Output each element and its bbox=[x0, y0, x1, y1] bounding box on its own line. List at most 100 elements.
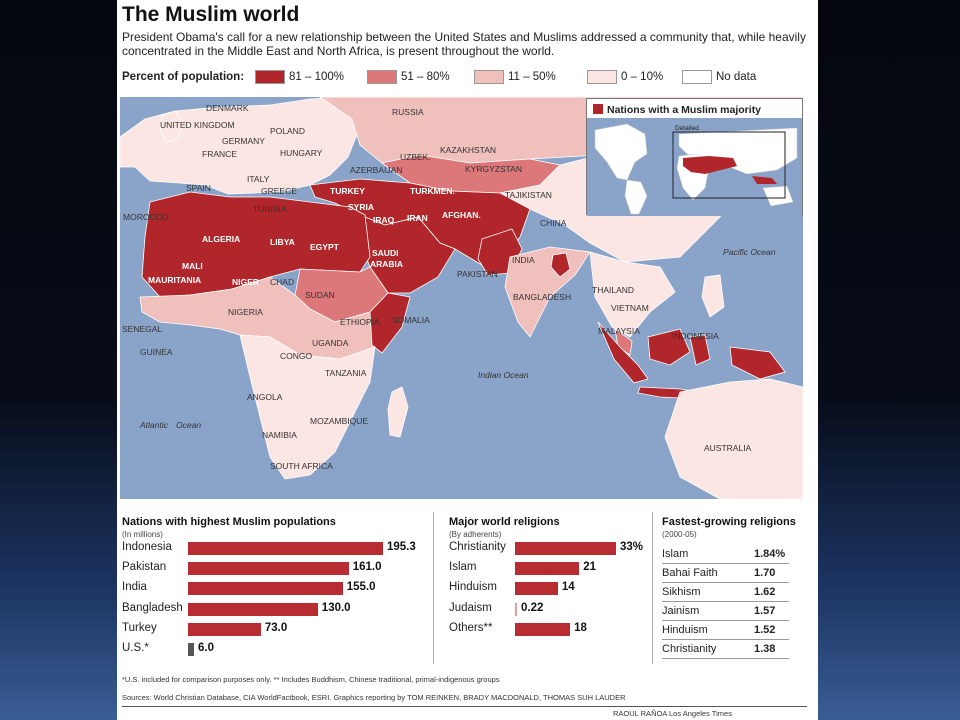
growth-religion: Sikhism bbox=[662, 586, 701, 598]
population-bar bbox=[188, 562, 349, 576]
label-libya: LIBYA bbox=[270, 237, 295, 247]
population-value: 6.0 bbox=[197, 642, 214, 654]
label-pacific-ocean: Pacific Ocean bbox=[723, 247, 776, 257]
label-afghan: AFGHAN. bbox=[442, 210, 481, 220]
population-row-label: Indonesia bbox=[122, 541, 172, 553]
legend-swatch-81-100 bbox=[255, 70, 285, 84]
religion-value: 18 bbox=[574, 621, 587, 634]
population-value: 161.0 bbox=[352, 561, 382, 574]
inset-key-swatch bbox=[593, 104, 603, 114]
label-indonesia: INDONESIA bbox=[672, 331, 719, 341]
growth-rate: 1.70 bbox=[754, 567, 776, 579]
population-bar bbox=[188, 643, 194, 656]
label-vietnam: VIETNAM bbox=[611, 303, 649, 313]
philippines-region bbox=[701, 274, 725, 318]
label-arabia: ARABIA bbox=[370, 259, 403, 269]
growth-rate: 1.38 bbox=[754, 643, 776, 655]
religion-bar bbox=[515, 542, 616, 555]
population-row-label: India bbox=[122, 581, 147, 594]
growth-row: Bahai Faith 1.70 bbox=[662, 565, 789, 583]
label-atlantic-2: Ocean bbox=[176, 420, 201, 430]
growth-row: Islam 1.84% bbox=[662, 546, 789, 564]
population-value: 130.0 bbox=[321, 601, 351, 614]
credit: RAOUL RAÑOA Los Angeles Times bbox=[613, 709, 732, 718]
inset-title: Nations with a Muslim majority bbox=[593, 104, 761, 116]
label-germany: GERMANY bbox=[222, 136, 265, 146]
inset-map: Nations with a Muslim majority Detailed bbox=[586, 98, 803, 216]
growth-religion: Islam bbox=[662, 548, 689, 560]
growth-rate: 1.57 bbox=[754, 605, 776, 617]
label-uzbek: UZBEK. bbox=[400, 152, 431, 162]
growth-rate: 1.52 bbox=[754, 624, 776, 636]
legend-title: Percent of population: bbox=[122, 71, 245, 83]
page-title: The Muslim world bbox=[122, 3, 300, 26]
religion-row-label: Others** bbox=[449, 621, 493, 634]
label-mali: MALI bbox=[182, 261, 203, 271]
label-indian-ocean: Indian Ocean bbox=[478, 370, 529, 380]
label-sudan: SUDAN bbox=[305, 290, 335, 300]
infographic-panel: The Muslim world President Obama's call … bbox=[117, 0, 818, 720]
growth-religion: Hinduism bbox=[662, 624, 708, 636]
growth-title: Fastest-growing religions bbox=[662, 516, 796, 528]
growth-religion: Jainism bbox=[662, 605, 700, 617]
label-greece: GREECE bbox=[261, 186, 297, 196]
religion-row-label: Christianity bbox=[449, 541, 506, 553]
indonesia-sumatra bbox=[597, 321, 649, 384]
label-hungary: HUNGARY bbox=[280, 148, 323, 158]
malaysia-region bbox=[614, 328, 633, 356]
label-turkey: TURKEY bbox=[330, 186, 365, 196]
inset-eurasia bbox=[678, 127, 798, 175]
legend-label-11-50: 11 – 50% bbox=[508, 71, 556, 83]
label-nigeria: NIGERIA bbox=[228, 307, 263, 317]
southeast-asia-region bbox=[589, 251, 676, 338]
label-mauritania: MAURITANIA bbox=[148, 275, 201, 285]
religion-value: 14 bbox=[561, 581, 575, 594]
religion-bar bbox=[515, 622, 571, 636]
growth-row: Jainism 1.57 bbox=[662, 603, 789, 621]
populations-subtitle: (In millions) bbox=[122, 530, 163, 539]
label-spain: SPAIN bbox=[186, 183, 211, 193]
population-bar bbox=[188, 622, 261, 636]
label-denmark: DENMARK bbox=[206, 103, 249, 113]
label-bangladesh: BANGLADESH bbox=[513, 292, 571, 302]
label-russia: RUSSIA bbox=[392, 107, 424, 117]
label-namibia: NAMIBIA bbox=[262, 430, 297, 440]
legend-label-81-100: 81 – 100% bbox=[289, 71, 344, 83]
divider bbox=[652, 512, 653, 664]
label-angola: ANGOLA bbox=[247, 392, 283, 402]
label-chad: CHAD bbox=[270, 277, 294, 287]
label-australia: AUSTRALIA bbox=[704, 443, 752, 453]
label-south-africa: SOUTH AFRICA bbox=[270, 461, 333, 471]
sources: Sources: World Christian Database, CIA W… bbox=[122, 693, 626, 702]
footnote: *U.S. included for comparison purposes o… bbox=[122, 675, 500, 684]
uk-region bbox=[159, 110, 183, 143]
inset-north-america bbox=[594, 123, 648, 181]
religion-row-label: Hinduism bbox=[449, 581, 497, 594]
growth-row: Hinduism 1.52 bbox=[662, 622, 789, 640]
label-tajikistan: TAJIKISTAN bbox=[505, 190, 552, 200]
population-row-label: Bangladesh bbox=[122, 601, 183, 614]
growth-religion: Christianity bbox=[662, 643, 717, 655]
label-morocco: MOROCCO bbox=[123, 212, 169, 222]
label-kyrgyzstan: KYRGYZSTAN bbox=[465, 164, 522, 174]
population-value: 155.0 bbox=[346, 581, 376, 594]
legend-swatch-0-10 bbox=[587, 70, 617, 84]
population-row-label: U.S.* bbox=[122, 642, 149, 654]
growth-religion: Bahai Faith bbox=[662, 567, 718, 579]
label-uk: UNITED KINGDOM bbox=[160, 120, 235, 130]
label-congo: CONGO bbox=[280, 351, 313, 361]
legend-label-51-80: 51 – 80% bbox=[401, 71, 450, 83]
madagascar-region bbox=[387, 386, 409, 438]
inset-south-america bbox=[624, 179, 648, 215]
population-value: 195.3 bbox=[387, 541, 416, 553]
label-thailand: THAILAND bbox=[592, 285, 634, 295]
religions-title: Major world religions bbox=[449, 516, 560, 528]
population-row-label: Turkey bbox=[122, 621, 157, 634]
label-iraq: IRAQ bbox=[373, 215, 395, 225]
label-kazakhstan: KAZAKHSTAN bbox=[440, 145, 496, 155]
label-guinea: GUINEA bbox=[140, 347, 173, 357]
label-malaysia: MALAYSIA bbox=[598, 326, 640, 336]
religion-value: 33% bbox=[620, 541, 644, 553]
bangladesh-region bbox=[550, 252, 571, 278]
growth-row: Christianity 1.38 bbox=[662, 641, 789, 659]
